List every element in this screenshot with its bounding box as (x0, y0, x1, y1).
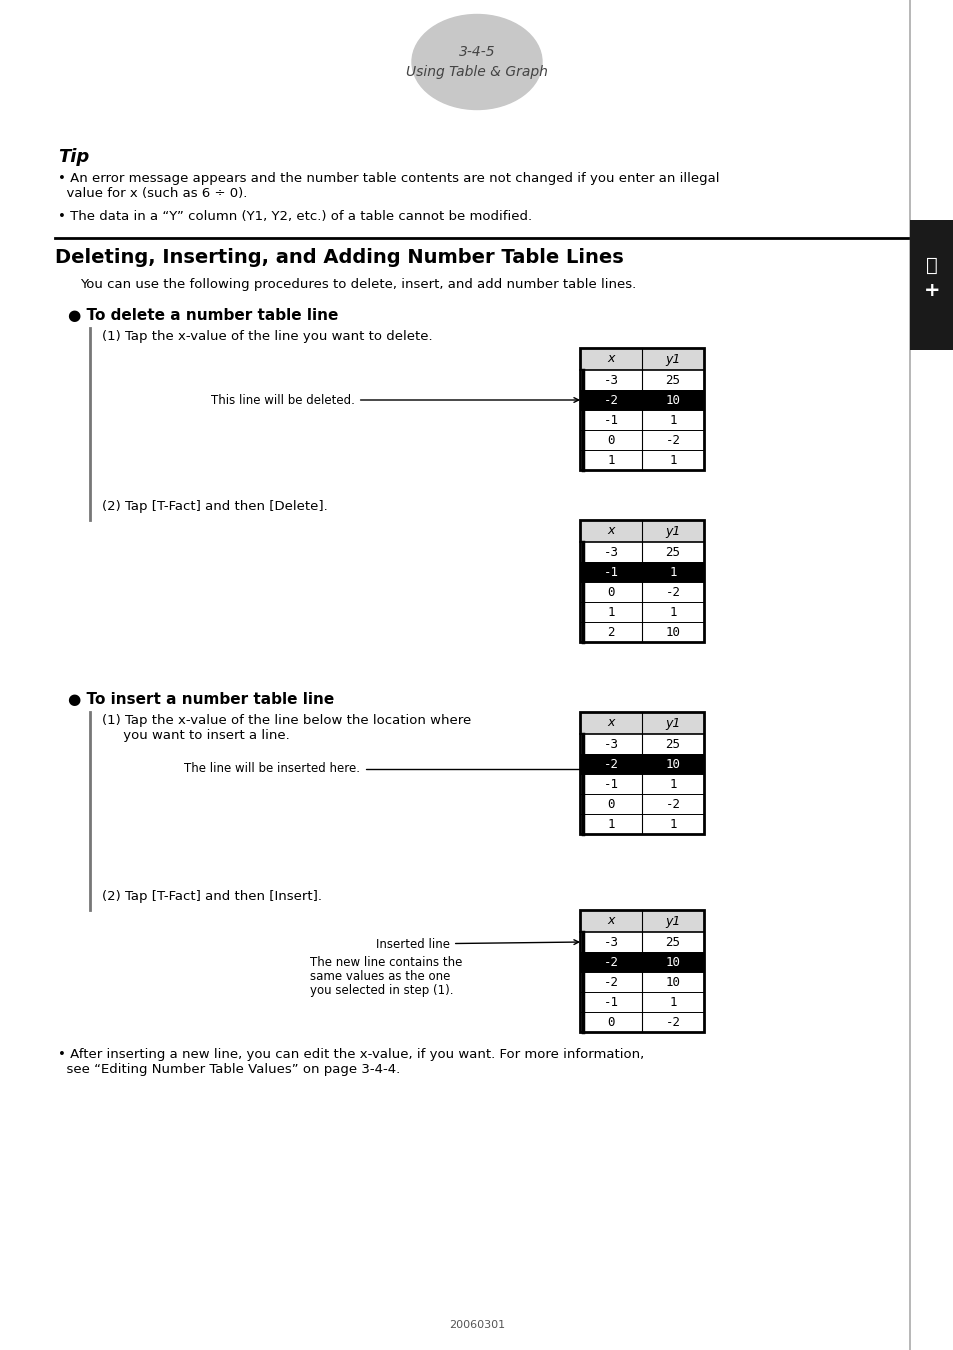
Text: ● To delete a number table line: ● To delete a number table line (68, 308, 338, 323)
Text: -2: -2 (603, 757, 618, 771)
Text: -2: -2 (665, 433, 679, 447)
Text: -2: -2 (665, 586, 679, 598)
Text: 1: 1 (669, 995, 676, 1008)
Bar (579, 910, 703, 932)
Bar (579, 520, 703, 643)
Text: see “Editing Number Table Values” on page 3-4-4.: see “Editing Number Table Values” on pag… (58, 1062, 400, 1076)
Text: 1: 1 (669, 566, 676, 579)
Bar (909, 220, 953, 350)
Text: 25: 25 (665, 374, 679, 386)
Text: x: x (607, 914, 614, 927)
Text: -1: -1 (603, 995, 618, 1008)
Text: (1) Tap the x-value of the line below the location where: (1) Tap the x-value of the line below th… (102, 714, 471, 728)
Bar (579, 390, 703, 410)
Text: 25: 25 (665, 737, 679, 751)
Text: x: x (607, 717, 614, 729)
Text: -3: -3 (603, 936, 618, 949)
Bar (579, 711, 703, 834)
Text: 20060301: 20060301 (449, 1320, 504, 1330)
Text: 0: 0 (607, 1015, 614, 1029)
Text: The new line contains the: The new line contains the (310, 956, 462, 969)
Text: value for x (such as 6 ÷ 0).: value for x (such as 6 ÷ 0). (58, 188, 247, 200)
Text: 10: 10 (665, 956, 679, 968)
Text: 0: 0 (607, 433, 614, 447)
Text: x: x (607, 352, 614, 366)
Text: ⫴: ⫴ (925, 255, 937, 274)
Text: -1: -1 (603, 778, 618, 791)
Ellipse shape (412, 15, 541, 109)
Bar (579, 348, 703, 470)
Text: you want to insert a line.: you want to insert a line. (102, 729, 290, 742)
Text: • An error message appears and the number table contents are not changed if you : • An error message appears and the numbe… (58, 171, 719, 185)
Text: 1: 1 (607, 454, 614, 467)
Text: +: + (923, 281, 940, 300)
Bar (579, 952, 703, 972)
Text: 1: 1 (607, 818, 614, 830)
Text: same values as the one: same values as the one (310, 971, 450, 983)
Text: 3-4-5: 3-4-5 (458, 45, 495, 59)
Text: -2: -2 (665, 798, 679, 810)
Text: x: x (607, 525, 614, 537)
Text: 1: 1 (669, 818, 676, 830)
Text: -2: -2 (603, 976, 618, 988)
Text: 25: 25 (665, 936, 679, 949)
Text: (2) Tap [T-Fact] and then [Insert].: (2) Tap [T-Fact] and then [Insert]. (102, 890, 322, 903)
Text: (1) Tap the x-value of the line you want to delete.: (1) Tap the x-value of the line you want… (102, 329, 432, 343)
Text: You can use the following procedures to delete, insert, and add number table lin: You can use the following procedures to … (80, 278, 636, 292)
Text: y1: y1 (664, 352, 680, 366)
Text: 1: 1 (669, 454, 676, 467)
Text: (2) Tap [T-Fact] and then [Delete].: (2) Tap [T-Fact] and then [Delete]. (102, 500, 328, 513)
Text: 10: 10 (665, 757, 679, 771)
Bar (579, 348, 703, 470)
Text: -1: -1 (603, 413, 618, 427)
Text: 2: 2 (607, 625, 614, 639)
Text: y1: y1 (664, 717, 680, 729)
Text: 1: 1 (669, 413, 676, 427)
Text: -2: -2 (603, 393, 618, 406)
Bar (579, 348, 703, 370)
Text: Inserted line: Inserted line (375, 937, 578, 950)
Text: -3: -3 (603, 737, 618, 751)
Bar (579, 520, 703, 643)
Text: -3: -3 (603, 374, 618, 386)
Text: Using Table & Graph: Using Table & Graph (406, 65, 547, 80)
Bar (579, 910, 703, 1031)
Text: -3: -3 (603, 545, 618, 559)
Bar (579, 520, 703, 541)
Bar (579, 562, 703, 582)
Text: This line will be deleted.: This line will be deleted. (211, 393, 578, 406)
Text: y1: y1 (664, 525, 680, 537)
Text: 10: 10 (665, 393, 679, 406)
Text: The line will be inserted here.: The line will be inserted here. (184, 759, 585, 775)
Text: 1: 1 (607, 606, 614, 618)
Text: • The data in a “Y” column (Y1, Y2, etc.) of a table cannot be modified.: • The data in a “Y” column (Y1, Y2, etc.… (58, 211, 532, 223)
Bar (579, 711, 703, 834)
Text: y1: y1 (664, 914, 680, 927)
Text: 0: 0 (607, 586, 614, 598)
Text: -1: -1 (603, 566, 618, 579)
Text: Deleting, Inserting, and Adding Number Table Lines: Deleting, Inserting, and Adding Number T… (55, 248, 623, 267)
Text: Tip: Tip (58, 148, 90, 166)
Text: 1: 1 (669, 606, 676, 618)
Text: • After inserting a new line, you can edit the x-value, if you want. For more in: • After inserting a new line, you can ed… (58, 1048, 643, 1061)
Text: 10: 10 (665, 625, 679, 639)
Bar (579, 755, 703, 774)
Text: 10: 10 (665, 976, 679, 988)
Text: -2: -2 (665, 1015, 679, 1029)
Bar (579, 711, 703, 734)
Text: ● To insert a number table line: ● To insert a number table line (68, 693, 334, 707)
Text: -2: -2 (603, 956, 618, 968)
Bar (579, 910, 703, 1031)
Text: you selected in step (1).: you selected in step (1). (310, 984, 453, 998)
Text: 25: 25 (665, 545, 679, 559)
Text: 0: 0 (607, 798, 614, 810)
Text: 1: 1 (669, 778, 676, 791)
